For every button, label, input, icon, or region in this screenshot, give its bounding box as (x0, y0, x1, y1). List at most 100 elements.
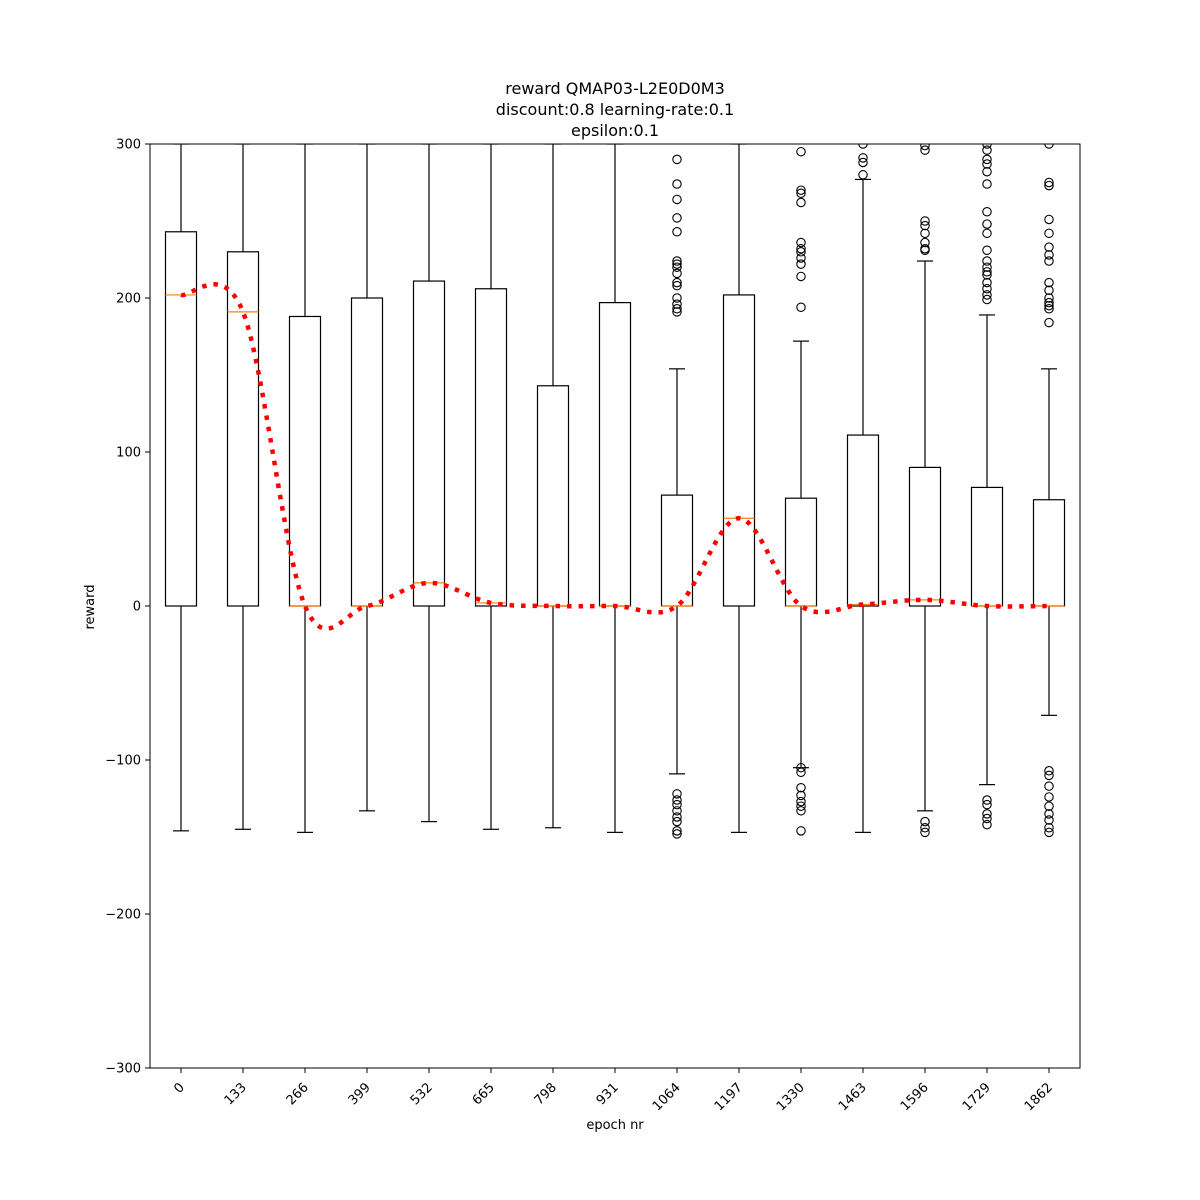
outlier-point (796, 188, 806, 199)
outlier-point (672, 154, 682, 165)
outlier-point (796, 185, 806, 195)
outlier-point (796, 826, 806, 836)
outlier-point (982, 294, 992, 305)
box-399 (350, 144, 384, 812)
iqr-box (908, 466, 942, 607)
outlier-point (1044, 293, 1054, 303)
outlier-point (1044, 770, 1054, 781)
outlier-point (920, 228, 930, 239)
outlier-point (982, 290, 992, 300)
chart-title-line-2: discount:0.8 learning-rate:0.1 (496, 100, 734, 119)
outlier-point (1044, 827, 1054, 838)
box-1330 (784, 146, 818, 836)
outlier-point (858, 157, 868, 168)
median-trend-line (180, 282, 1050, 631)
outlier-point (796, 259, 806, 269)
iqr-box (350, 297, 384, 607)
outlier-point (982, 262, 992, 272)
y-tick-label: 300 (116, 138, 141, 153)
outlier-point (796, 796, 806, 807)
outlier-point (672, 280, 682, 291)
outlier-point (920, 245, 930, 256)
outlier-point (672, 256, 682, 266)
box-1197 (722, 144, 756, 833)
outlier-point (672, 829, 682, 839)
box-798 (536, 144, 570, 829)
y-tick-label: 200 (116, 292, 141, 307)
outlier-point (982, 179, 992, 189)
outlier-point (1044, 823, 1054, 833)
y-axis: −300 −200 −100 0 100 200 300 (105, 138, 150, 1077)
outlier-point (672, 293, 682, 303)
outlier-point (858, 153, 868, 163)
outlier-point (1044, 781, 1054, 791)
x-tick-label: 665 (470, 1080, 498, 1108)
outlier-point (672, 299, 682, 309)
outlier-point (1044, 297, 1054, 308)
outlier-point (796, 247, 806, 257)
iqr-box (660, 494, 694, 607)
outlier-point (796, 271, 806, 282)
outlier-point (1044, 792, 1054, 802)
outlier-point (672, 307, 682, 317)
outlier-point (920, 816, 930, 827)
outlier-point (1044, 766, 1054, 776)
outlier-point (920, 216, 930, 226)
outlier-point (796, 302, 806, 312)
outlier-point (796, 762, 806, 773)
outlier-point (982, 166, 992, 177)
y-axis-label: reward (83, 584, 98, 629)
outlier-point (982, 207, 992, 217)
x-tick-label: 532 (408, 1080, 436, 1108)
x-tick-label: 133 (222, 1080, 250, 1108)
outlier-point (796, 243, 806, 254)
outlier-point (982, 256, 992, 266)
outlier-point (672, 799, 682, 810)
outlier-point (982, 245, 992, 256)
y-tick-label: −100 (105, 754, 141, 769)
x-tick-label: 1862 (1022, 1080, 1056, 1114)
outlier-point (982, 809, 992, 819)
outlier-point (1044, 277, 1054, 288)
outlier-point (672, 826, 682, 836)
outlier-point (1044, 180, 1054, 191)
outlier-point (1044, 256, 1054, 266)
outlier-point (672, 179, 682, 189)
iqr-box (412, 280, 446, 607)
outlier-point (796, 767, 806, 778)
outlier-point (982, 270, 992, 280)
outlier-point (672, 194, 682, 205)
box-1064 (660, 154, 694, 839)
x-tick-label: 931 (594, 1080, 622, 1108)
outlier-point (796, 253, 806, 263)
iqr-box (226, 251, 260, 607)
iqr-box (164, 231, 198, 607)
outlier-point (1044, 285, 1054, 296)
x-axis: 0 133 266 399 532 665 798 931 1064 1197 1330 1463 15… (171, 1068, 1056, 1114)
outlier-point (672, 259, 682, 269)
box-266 (288, 144, 322, 833)
box-532 (412, 144, 446, 823)
box-665 (474, 144, 508, 830)
outlier-point (796, 782, 806, 793)
iqr-box (970, 486, 1004, 607)
outlier-point (982, 228, 992, 239)
outlier-point (982, 219, 992, 229)
x-tick-label: 1463 (836, 1080, 870, 1114)
plot-content (164, 144, 1066, 839)
outlier-point (982, 813, 992, 824)
box-1596 (908, 144, 942, 838)
outlier-point (672, 806, 682, 816)
outlier-point (1044, 250, 1054, 260)
chart-title-line-3: epsilon:0.1 (571, 121, 659, 140)
outlier-point (1044, 801, 1054, 811)
iqr-box (536, 385, 570, 607)
outlier-point (982, 267, 992, 277)
outlier-point (672, 816, 682, 827)
outlier-point (796, 801, 806, 811)
box-1862 (1032, 144, 1066, 838)
outlier-point (920, 237, 930, 248)
outlier-point (796, 237, 806, 248)
box-931 (598, 144, 632, 833)
x-tick-label: 1064 (650, 1080, 684, 1114)
